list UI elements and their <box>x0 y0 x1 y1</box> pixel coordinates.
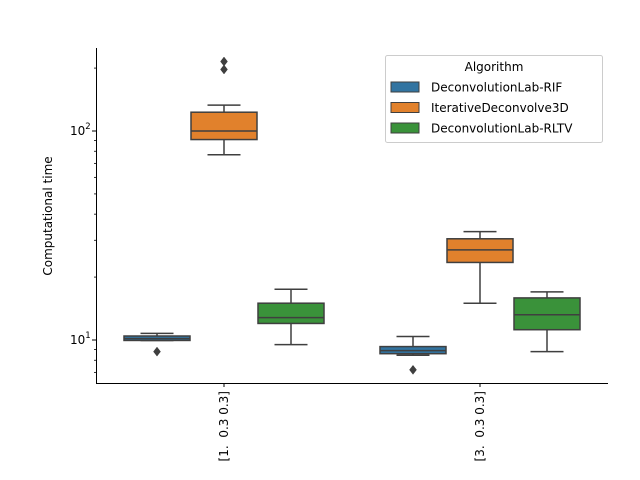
legend-swatch <box>390 122 420 134</box>
y-tick-exponent: 1 <box>85 331 90 341</box>
legend-label: IterativeDeconvolve3D <box>431 101 569 115</box>
legend-label: DeconvolutionLab-RIF <box>431 81 562 95</box>
legend-title: Algorithm <box>465 60 524 74</box>
x-tick-label: [1. 0.3 0.3] <box>217 391 231 461</box>
y-axis-label: Computational time <box>41 156 55 275</box>
legend-item: DeconvolutionLab-RLTV <box>390 122 573 136</box>
legend-swatch <box>390 81 420 93</box>
box-body <box>190 111 258 141</box>
outlier-point <box>220 56 228 67</box>
legend: Algorithm DeconvolutionLab-RIF IterativeD… <box>385 55 603 143</box>
outlier-point <box>153 346 161 357</box>
box-2-1 <box>513 291 581 353</box>
legend-item: DeconvolutionLab-RIF <box>390 81 562 95</box>
box-2-0 <box>257 288 325 346</box>
outlier-point <box>409 364 417 375</box>
box-plot-series <box>123 56 581 375</box>
outlier-point <box>220 64 228 75</box>
box-0-1 <box>379 335 447 375</box>
y-tick-label: 102 <box>70 122 91 138</box>
y-tick-exponent: 2 <box>85 122 90 132</box>
axes-spines <box>96 48 608 384</box>
legend-item: IterativeDeconvolve3D <box>390 101 569 115</box>
legend-frame <box>385 55 603 143</box>
legend-swatch <box>390 102 420 113</box>
box-1-1 <box>446 230 514 304</box>
box-body <box>513 297 581 331</box>
legend-label: DeconvolutionLab-RLTV <box>431 122 573 136</box>
box-0-0 <box>123 332 191 357</box>
box-body <box>257 302 325 325</box>
x-tick-label: [3. 0.3 0.3] <box>473 391 487 461</box>
legend-items: DeconvolutionLab-RIF IterativeDeconvolve3… <box>390 81 573 136</box>
box-1-0 <box>190 56 258 156</box>
y-tick-label: 101 <box>70 331 91 347</box>
box-body <box>446 238 514 264</box>
y-axis-ticks: 101 102 <box>70 67 96 373</box>
x-axis-ticks: [1. 0.3 0.3] [3. 0.3 0.3] <box>217 383 487 461</box>
